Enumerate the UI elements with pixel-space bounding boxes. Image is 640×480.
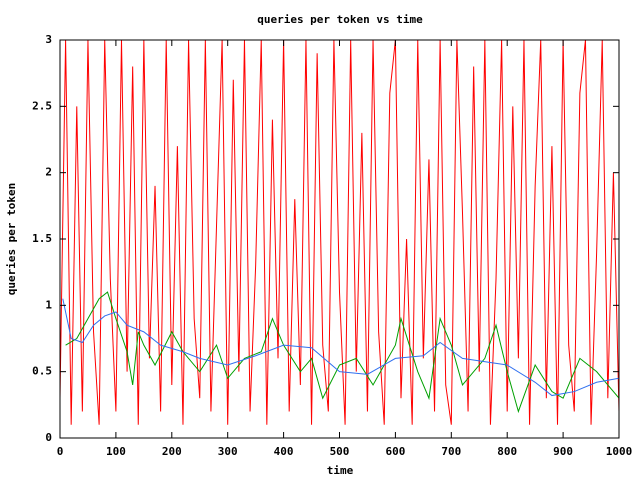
y-tick-label: 0.5: [32, 365, 52, 378]
series-line: [65, 291, 619, 414]
y-tick-label: 2: [45, 166, 52, 179]
x-tick-label: 900: [553, 445, 573, 458]
plot-area: [60, 40, 619, 425]
chart-title: queries per token vs time: [257, 13, 423, 26]
x-tick-label: 700: [441, 445, 461, 458]
plot-border: [59, 39, 620, 439]
x-tick-label: 600: [385, 445, 405, 458]
series-line: [60, 40, 619, 425]
x-tick-label: 400: [274, 445, 294, 458]
y-tick-label: 3: [45, 33, 52, 46]
x-tick-label: 100: [106, 445, 126, 458]
x-tick-label: 500: [330, 445, 350, 458]
x-axis-label: time: [327, 464, 354, 477]
x-tick-label: 0: [57, 445, 64, 458]
x-tick-label: 800: [497, 445, 517, 458]
y-axis-label: queries per token: [5, 183, 18, 296]
x-tick-label: 1000: [606, 445, 633, 458]
series-line: [62, 298, 619, 397]
x-tick-label: 300: [218, 445, 238, 458]
y-tick-label: 2.5: [32, 99, 52, 112]
x-tick-label: 200: [162, 445, 182, 458]
y-tick-label: 0: [45, 431, 52, 444]
y-tick-label: 1.5: [32, 232, 52, 245]
y-tick-label: 1: [45, 298, 52, 311]
